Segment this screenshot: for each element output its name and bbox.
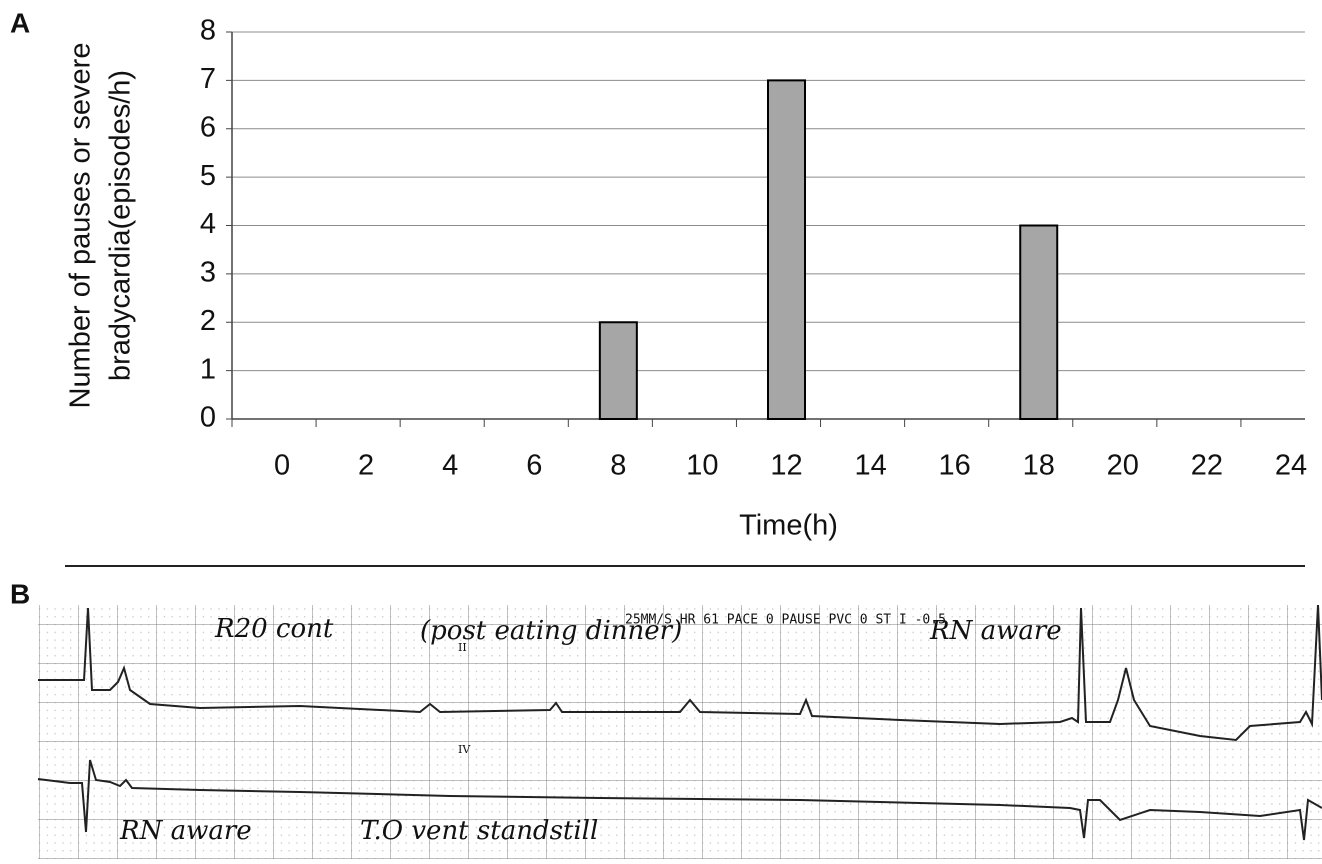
bar [600, 322, 637, 419]
y-tick-label: 5 [200, 160, 216, 192]
annotation: RN aware [119, 816, 252, 846]
bar [768, 80, 805, 419]
panel-label: A [10, 7, 30, 38]
y-tick-label: 0 [200, 402, 216, 434]
figure: A B 25MM/S HR 61 PACE 0 PAUSE PVC 0 ST I… [0, 0, 1322, 859]
x-tick-label: 4 [442, 450, 458, 482]
x-tick-label: 18 [1023, 450, 1055, 482]
ecg-strip: 25MM/S HR 61 PACE 0 PAUSE PVC 0 ST I -0.… [38, 605, 1322, 859]
y-tick-label: 2 [200, 305, 216, 337]
bar [1020, 226, 1057, 420]
page: A B 25MM/S HR 61 PACE 0 PAUSE PVC 0 ST I… [0, 0, 1322, 864]
x-tick-label: 20 [1107, 450, 1139, 482]
annotation: (post eating dinner) [420, 616, 682, 646]
y-tick-label: 7 [200, 63, 216, 95]
x-tick-label: 12 [770, 450, 802, 482]
annotation: R20 cont [214, 614, 334, 644]
y-axis-label: bradycardia(episodes/h) [105, 70, 137, 381]
lead-label: IV [458, 743, 471, 756]
x-tick-label: 14 [854, 450, 886, 482]
x-tick-label: 22 [1191, 450, 1223, 482]
x-tick-label: 6 [526, 450, 542, 482]
x-tick-label: 0 [274, 450, 290, 482]
y-axis-label: Number of pauses or severe [65, 43, 97, 409]
x-tick-label: 16 [939, 450, 971, 482]
x-tick-label: 8 [610, 450, 626, 482]
y-tick-label: 1 [200, 353, 216, 385]
x-tick-label: 10 [686, 450, 718, 482]
y-tick-label: 4 [200, 208, 216, 240]
annotation: RN aware [929, 616, 1062, 646]
panel-label: B [10, 578, 30, 609]
y-tick-label: 3 [200, 257, 216, 289]
x-tick-label: 24 [1275, 450, 1307, 482]
y-tick-label: 6 [200, 111, 216, 143]
x-tick-label: 2 [358, 450, 374, 482]
y-tick-label: 8 [200, 15, 216, 47]
x-axis-label: Time(h) [739, 510, 838, 542]
annotation: T.O vent standstill [360, 816, 598, 846]
